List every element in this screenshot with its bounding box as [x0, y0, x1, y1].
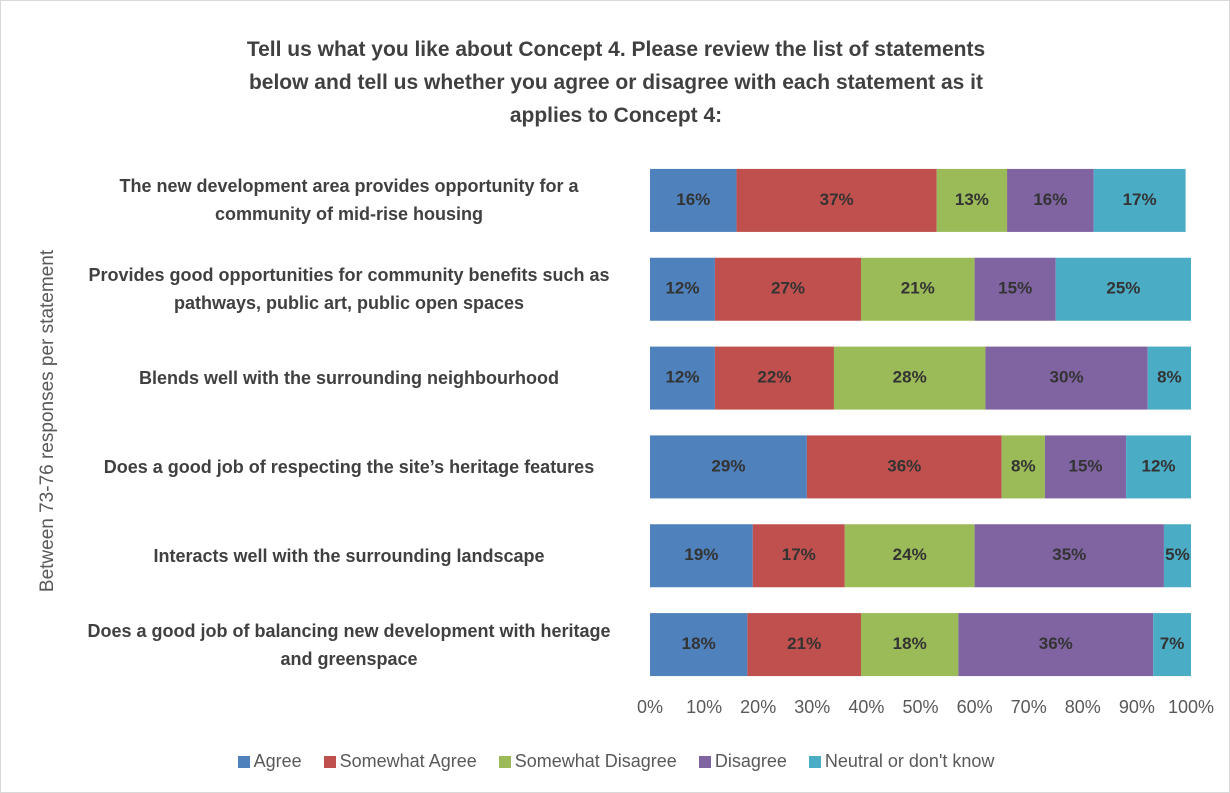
bar-segment	[650, 346, 715, 410]
bar-segment	[1126, 435, 1191, 499]
bar-segment	[1163, 524, 1191, 588]
legend-label: Agree	[253, 751, 302, 771]
data-label: 12%	[665, 279, 699, 298]
data-label: 5%	[1165, 545, 1190, 564]
x-tick-label: 100%	[1168, 697, 1214, 717]
data-label: 12%	[1142, 456, 1176, 475]
data-label: 27%	[771, 279, 805, 298]
category-label: Blends well with the surrounding neighbo…	[139, 368, 559, 389]
bar-segment	[860, 613, 959, 677]
y-axis-label: Between 73-76 responses per statement	[37, 249, 58, 592]
data-label: 15%	[998, 279, 1032, 298]
bar-segment	[736, 168, 937, 232]
category-label: Provides good opportunities for communit…	[88, 265, 610, 314]
bar-segment	[860, 257, 975, 321]
data-label: 36%	[1039, 634, 1073, 653]
data-label: 36%	[887, 456, 921, 475]
x-tick-label: 50%	[902, 697, 938, 717]
bar-segment	[1147, 346, 1191, 410]
data-label: 8%	[1157, 368, 1182, 387]
bar-segment	[650, 168, 737, 232]
x-tick-label: 70%	[1011, 697, 1047, 717]
legend-item: Somewhat Agree	[323, 751, 477, 772]
data-label: 7%	[1160, 634, 1185, 653]
bar-segment	[1044, 435, 1127, 499]
x-tick-label: 0%	[637, 697, 663, 717]
legend-item: Disagree	[698, 751, 787, 772]
legend-swatch	[237, 755, 250, 768]
data-label: 13%	[955, 190, 989, 209]
legend-label: Neutral or don't know	[824, 751, 995, 771]
data-label: 22%	[757, 368, 791, 387]
data-label: 18%	[682, 634, 716, 653]
legend-item: Somewhat Disagree	[498, 751, 677, 772]
x-tick-label: 40%	[848, 697, 884, 717]
category-label: Interacts well with the surrounding land…	[153, 545, 545, 566]
legend-swatch	[498, 755, 511, 768]
legend-swatch	[323, 755, 336, 768]
data-label: 29%	[711, 456, 745, 475]
x-tick-label: 10%	[686, 697, 722, 717]
x-tick-label: 20%	[740, 697, 776, 717]
bar-segment	[974, 524, 1164, 588]
bar-segment	[1001, 435, 1045, 499]
bar-segment	[985, 346, 1148, 410]
bar-segment	[936, 168, 1008, 232]
category-label: Does a good job of balancing new develop…	[87, 620, 611, 669]
x-tick-label: 80%	[1065, 697, 1101, 717]
x-tick-label: 30%	[794, 697, 830, 717]
data-label: 17%	[1123, 190, 1157, 209]
category-label: The new development area provides opport…	[119, 176, 579, 225]
chart-title: Tell us what you like about Concept 4. P…	[246, 38, 986, 127]
data-label: 16%	[676, 190, 710, 209]
data-label: 35%	[1052, 545, 1086, 564]
bar-segment	[650, 524, 753, 588]
data-label: 21%	[787, 634, 821, 653]
category-label: Does a good job of respecting the site’s…	[103, 456, 595, 477]
data-label: 18%	[893, 634, 927, 653]
data-label: 30%	[1050, 368, 1084, 387]
legend-swatch	[698, 755, 711, 768]
bar-segment	[806, 435, 1002, 499]
bar-segment	[1153, 613, 1191, 677]
data-label: 17%	[782, 545, 816, 564]
data-label: 28%	[893, 368, 927, 387]
bar-segment	[1007, 168, 1094, 232]
data-label: 25%	[1106, 279, 1140, 298]
bar-segment	[714, 346, 834, 410]
bar-segment	[714, 257, 861, 321]
legend-swatch	[808, 755, 821, 768]
bar-segment	[1093, 168, 1186, 232]
legend-label: Somewhat Disagree	[514, 751, 677, 771]
legend-label: Disagree	[714, 751, 787, 771]
legend: Agree Somewhat Agree Somewhat Disagree Disa…	[1, 751, 1229, 772]
legend-item: Neutral or don't know	[808, 751, 995, 772]
data-label: 37%	[820, 190, 854, 209]
x-tick-label: 90%	[1119, 697, 1155, 717]
x-tick-label: 60%	[957, 697, 993, 717]
bar-segment	[747, 613, 861, 677]
legend-item: Agree	[237, 751, 302, 772]
data-label: 24%	[893, 545, 927, 564]
data-label: 8%	[1011, 456, 1036, 475]
data-label: 12%	[665, 368, 699, 387]
bar-segment	[958, 613, 1154, 677]
bar-segment	[650, 257, 715, 321]
data-label: 16%	[1033, 190, 1067, 209]
data-label: 19%	[684, 545, 718, 564]
bar-segment	[1055, 257, 1191, 321]
data-label: 15%	[1068, 456, 1102, 475]
bar-segment	[974, 257, 1056, 321]
legend-label: Somewhat Agree	[339, 751, 477, 771]
bar-segment	[844, 524, 975, 588]
bar-segment	[752, 524, 845, 588]
bar-segment	[650, 435, 807, 499]
data-label: 21%	[901, 279, 935, 298]
bar-segment	[833, 346, 986, 410]
bar-segment	[650, 613, 748, 677]
